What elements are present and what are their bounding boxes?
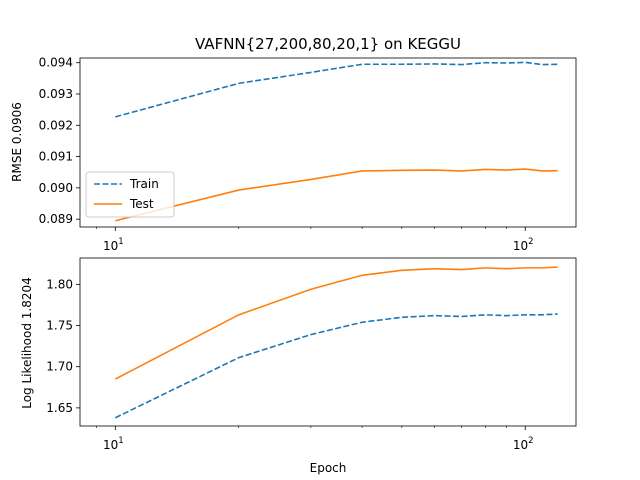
loglik-series-train-line <box>114 313 558 419</box>
loglik-x-tick-label: 102 <box>513 436 534 452</box>
rmse-y-tick-label: 0.089 <box>39 212 73 226</box>
loglik-axes-frame <box>79 257 577 427</box>
rmse-y-tick-label: 0.093 <box>39 87 73 101</box>
epoch-axis-label: Epoch <box>310 461 347 475</box>
rmse-y-tick-label: 0.090 <box>39 181 73 195</box>
rmse-y-tick-label: 0.092 <box>39 118 73 132</box>
loglik-y-tick-label: 1.80 <box>46 277 73 291</box>
loglik-y-tick-label: 1.70 <box>46 360 73 374</box>
rmse-axes-frame <box>79 57 577 228</box>
rmse-y-tick-label: 0.094 <box>39 56 73 70</box>
loglik-y-tick-label: 1.65 <box>46 401 73 415</box>
chart-title: VAFNN{27,200,80,20,1} on KEGGU <box>195 35 461 53</box>
log-likelihood-panel: 101 102 1.65 1.70 1.75 1.80 <box>46 257 577 452</box>
rmse-series-test-line <box>115 168 558 222</box>
rmse-legend: Train Test <box>85 171 175 218</box>
rmse-x-tick-label: 102 <box>513 237 534 253</box>
legend-label-train: Train <box>129 177 159 191</box>
log-likelihood-axis-label: Log Likelihood 1.8204 <box>20 277 34 409</box>
legend-label-test: Test <box>129 197 154 211</box>
loglik-x-tick-label: 101 <box>103 436 124 452</box>
loglik-series-test-line <box>114 266 558 380</box>
loglik-y-tick-label: 1.75 <box>46 319 73 333</box>
rmse-series-train-line <box>115 61 558 118</box>
rmse-x-tick-label: 101 <box>103 237 124 253</box>
rmse-axis-label: RMSE 0.0906 <box>10 102 24 182</box>
rmse-panel: 101 102 0.089 0.090 0.091 0.092 0.093 0.094 Trai… <box>39 56 577 253</box>
rmse-y-tick-label: 0.091 <box>39 150 73 164</box>
